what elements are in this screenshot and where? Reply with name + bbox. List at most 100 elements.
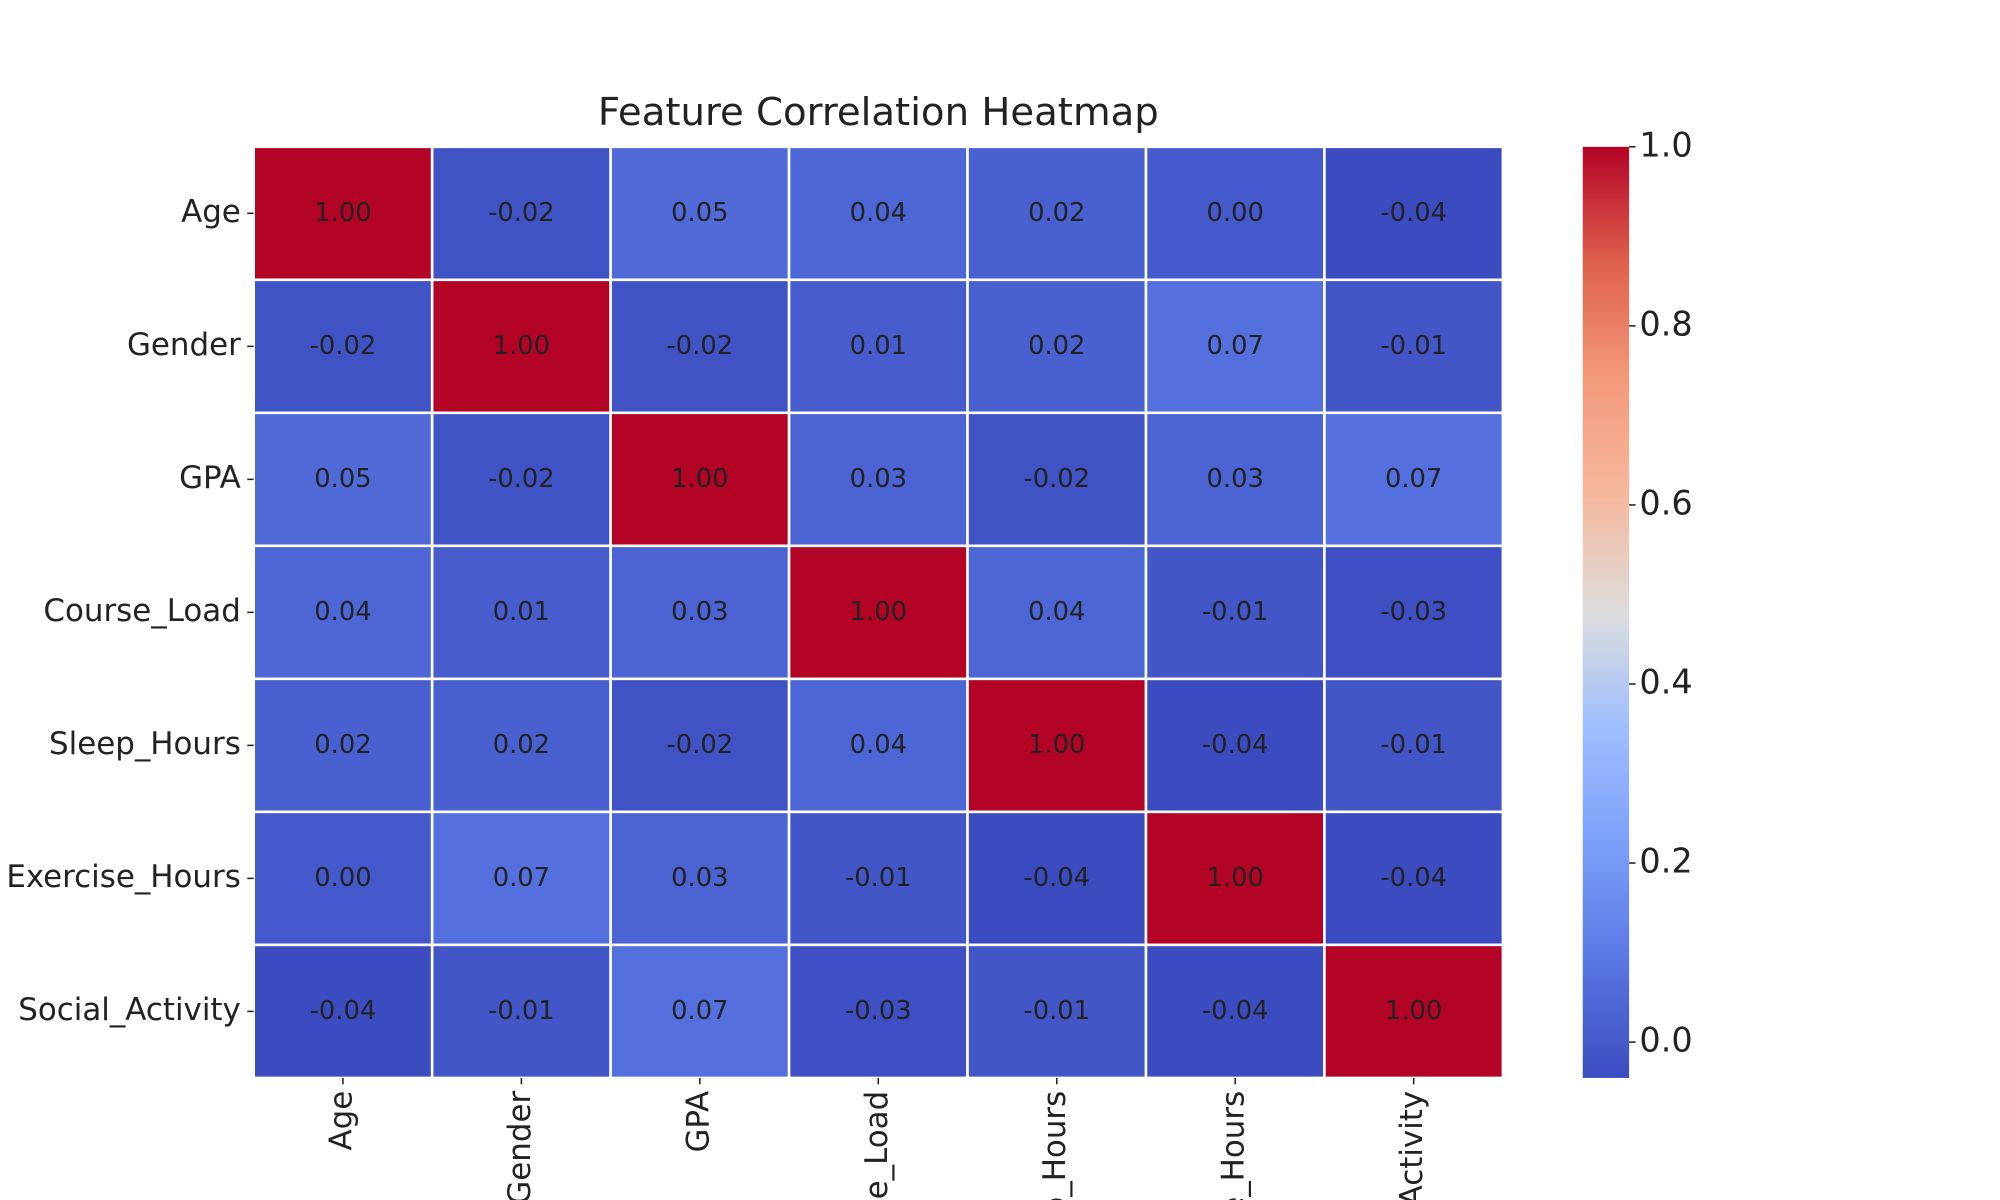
cell-label: 0.03	[850, 464, 907, 494]
heatmap-cell	[430, 810, 612, 947]
colorbar-tick-label: 0.2	[1639, 842, 1692, 881]
cell-label: 0.04	[850, 730, 907, 760]
x-tick-label: Gender	[502, 1091, 538, 1200]
cell-label: -0.01	[488, 996, 555, 1026]
cell-label: 0.07	[671, 996, 728, 1026]
cell-label: -0.02	[1023, 464, 1090, 494]
x-tick-label: Course_Load	[859, 1091, 895, 1200]
x-tick-label: GPA	[680, 1091, 716, 1153]
cell-label: 0.04	[1028, 597, 1085, 627]
y-tick-label: Social_Activity	[18, 992, 241, 1028]
heatmap-cell	[609, 278, 791, 415]
cell-label: 0.01	[493, 597, 550, 627]
cell-label: 1.00	[493, 331, 550, 361]
x-tick-label: Social_Activity	[1394, 1091, 1430, 1200]
heatmap-cell	[787, 544, 969, 681]
heatmap-cell	[430, 145, 612, 282]
heatmap-cell	[609, 145, 791, 282]
heatmap-cell	[252, 145, 434, 282]
cell-label: 0.01	[850, 331, 907, 361]
colorbar	[1582, 146, 1630, 1078]
heatmap-cell	[966, 278, 1148, 415]
cell-label: -0.01	[1023, 996, 1090, 1026]
cell-label: -0.04	[1380, 863, 1447, 893]
y-tick-label: GPA	[179, 460, 241, 496]
colorbar-tick-label: 0.8	[1639, 304, 1692, 343]
cell-label: 0.00	[314, 863, 371, 893]
cell-label: 0.04	[314, 597, 371, 627]
cell-label: 0.02	[493, 730, 550, 760]
cell-label: -0.04	[1202, 730, 1269, 760]
cell-label: 0.05	[671, 198, 728, 228]
colorbar-tick-label: 0.0	[1639, 1021, 1692, 1060]
heatmap-cell	[787, 943, 969, 1080]
cell-label: 0.02	[1028, 331, 1085, 361]
cell-label: -0.01	[1380, 331, 1447, 361]
cell-label: 0.03	[1207, 464, 1264, 494]
colorbar-tick-label: 1.0	[1639, 125, 1692, 164]
cell-label: 0.00	[1207, 198, 1264, 228]
y-tick-label: Gender	[127, 327, 241, 363]
cell-label: 1.00	[671, 464, 728, 494]
cell-label: 0.02	[314, 730, 371, 760]
cell-label: 1.00	[1207, 863, 1264, 893]
chart-title: Feature Correlation Heatmap	[598, 90, 1159, 135]
heatmap-cell	[1144, 544, 1326, 681]
cell-label: 0.03	[671, 863, 728, 893]
x-tick-label: Age	[323, 1091, 359, 1151]
heatmap-cell	[430, 411, 612, 548]
heatmap-cell	[966, 943, 1148, 1080]
cell-label: 0.07	[1385, 464, 1442, 494]
x-tick-label: Exercise_Hours	[1216, 1091, 1252, 1200]
heatmap-cell	[430, 544, 612, 681]
colorbar-tick-label: 0.4	[1639, 662, 1692, 701]
heatmap-cell	[1323, 544, 1505, 681]
heatmap-cell	[966, 810, 1148, 947]
heatmap-cell	[1144, 411, 1326, 548]
cell-label: 0.07	[1207, 331, 1264, 361]
cell-label: -0.04	[310, 996, 377, 1026]
cell-label: 1.00	[1385, 996, 1442, 1026]
heatmap-cell	[1144, 145, 1326, 282]
cell-label: -0.02	[667, 331, 734, 361]
heatmap-cell	[1323, 411, 1505, 548]
cell-label: -0.02	[310, 331, 377, 361]
cell-label: 0.07	[493, 863, 550, 893]
cell-label: -0.01	[845, 863, 912, 893]
heatmap-cell	[787, 411, 969, 548]
heatmap-cell	[609, 411, 791, 548]
cell-label: -0.01	[1380, 730, 1447, 760]
heatmap-cell	[252, 943, 434, 1080]
cell-label: -0.01	[1202, 597, 1269, 627]
cell-label: -0.04	[1023, 863, 1090, 893]
cell-label: 0.03	[671, 597, 728, 627]
heatmap-cell	[609, 943, 791, 1080]
cell-label: -0.04	[1202, 996, 1269, 1026]
cell-label: 0.04	[850, 198, 907, 228]
heatmap-cell	[252, 544, 434, 681]
cell-label: 1.00	[1028, 730, 1085, 760]
cell-label: -0.02	[488, 464, 555, 494]
heatmap-cell	[1323, 278, 1505, 415]
y-tick-label: Exercise_Hours	[6, 859, 241, 895]
cell-label: -0.03	[845, 996, 912, 1026]
heatmap-cell	[252, 677, 434, 814]
heatmap-cell	[787, 810, 969, 947]
heatmap-cell	[252, 810, 434, 947]
cell-label: 0.02	[1028, 198, 1085, 228]
heatmap-cell	[1323, 943, 1505, 1080]
heatmap-cell	[1144, 943, 1326, 1080]
heatmap-cell	[966, 411, 1148, 548]
cell-label: 1.00	[850, 597, 907, 627]
cell-label: -0.02	[488, 198, 555, 228]
x-tick-label: Sleep_Hours	[1037, 1091, 1073, 1200]
cell-label: -0.04	[1380, 198, 1447, 228]
y-tick-label: Course_Load	[43, 593, 240, 629]
cell-label: 1.00	[314, 198, 371, 228]
colorbar-tick-label: 0.6	[1639, 483, 1692, 522]
cell-label: 0.05	[314, 464, 371, 494]
cell-label: -0.02	[667, 730, 734, 760]
y-tick-label: Age	[181, 194, 241, 230]
